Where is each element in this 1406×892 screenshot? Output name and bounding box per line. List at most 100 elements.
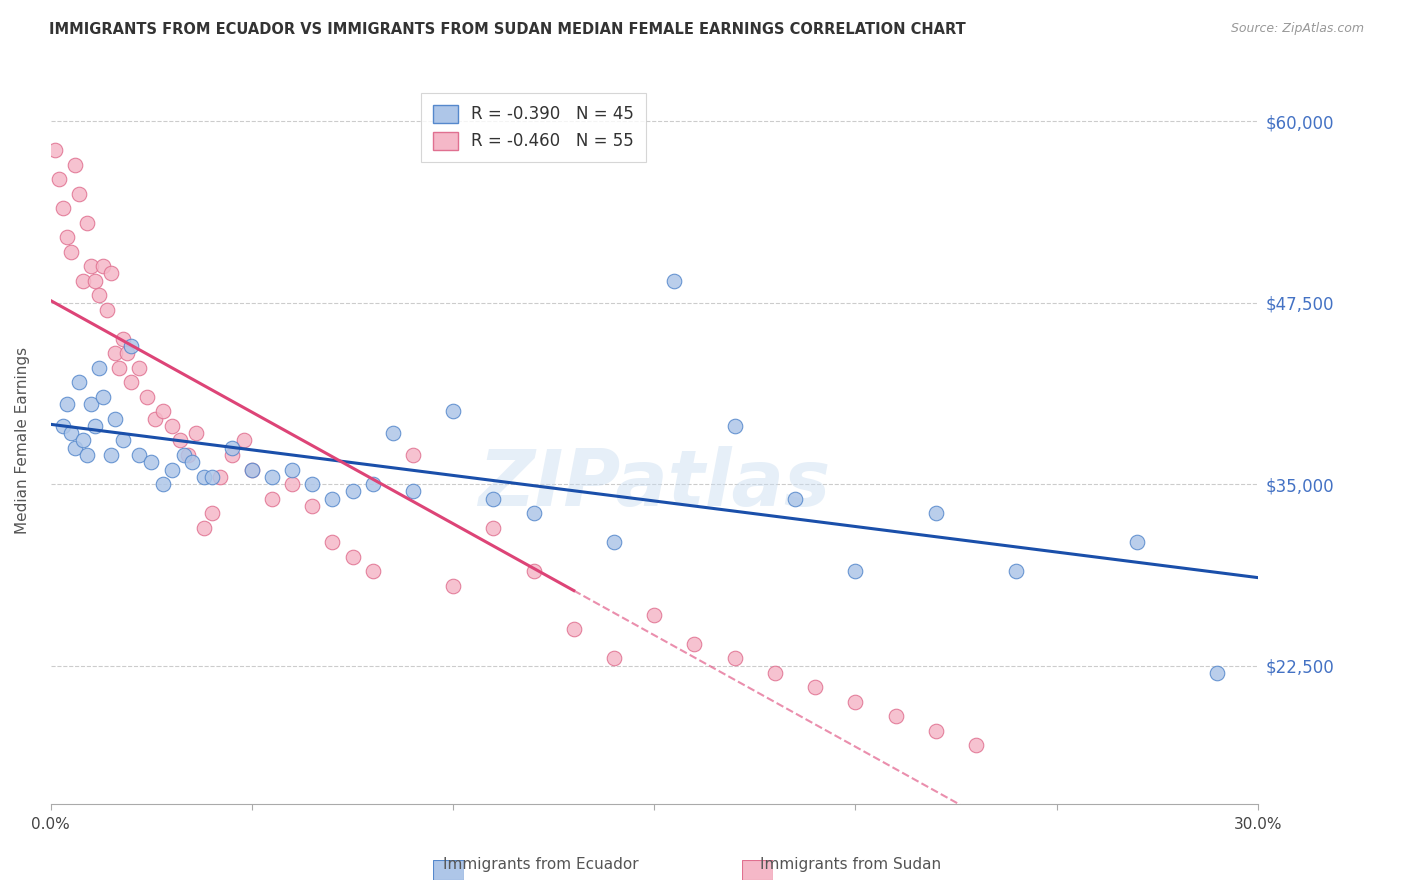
Point <box>117 346 139 360</box>
Point <box>1206 665 1229 680</box>
Point <box>884 709 907 723</box>
Text: Immigrants from Sudan: Immigrants from Sudan <box>761 857 941 872</box>
Point <box>402 484 425 499</box>
Point <box>141 455 163 469</box>
Point <box>176 448 198 462</box>
Point <box>221 441 243 455</box>
Point <box>763 665 786 680</box>
Point <box>965 739 987 753</box>
Point <box>925 723 948 738</box>
Point <box>301 477 323 491</box>
Point <box>522 564 544 578</box>
Point <box>112 332 135 346</box>
Point <box>321 491 343 506</box>
Point <box>44 143 66 157</box>
Point <box>108 360 131 375</box>
Point <box>152 477 174 491</box>
Point <box>160 419 183 434</box>
Text: IMMIGRANTS FROM ECUADOR VS IMMIGRANTS FROM SUDAN MEDIAN FEMALE EARNINGS CORRELAT: IMMIGRANTS FROM ECUADOR VS IMMIGRANTS FR… <box>49 22 966 37</box>
Point <box>724 419 747 434</box>
Point <box>342 484 364 499</box>
Point <box>193 470 215 484</box>
Point <box>72 434 94 448</box>
Point <box>441 404 464 418</box>
Point <box>301 499 323 513</box>
Point <box>193 520 215 534</box>
Point <box>1005 564 1028 578</box>
Point <box>136 390 159 404</box>
Point <box>128 360 150 375</box>
Point <box>63 157 86 171</box>
Point <box>184 426 207 441</box>
Point <box>1126 535 1149 549</box>
Point <box>643 607 665 622</box>
Point <box>262 491 284 506</box>
Point <box>152 404 174 418</box>
Point <box>361 564 384 578</box>
Point <box>844 695 866 709</box>
Point <box>87 360 110 375</box>
Point <box>201 506 224 520</box>
Point <box>84 274 107 288</box>
Point <box>63 441 86 455</box>
Point <box>925 506 948 520</box>
Y-axis label: Median Female Earnings: Median Female Earnings <box>15 347 30 534</box>
Point <box>783 491 806 506</box>
Point <box>104 346 127 360</box>
Point <box>208 470 231 484</box>
Point <box>120 376 142 390</box>
Point <box>48 172 70 186</box>
Point <box>52 419 75 434</box>
Point <box>100 267 122 281</box>
Point <box>562 622 585 636</box>
Point <box>100 448 122 462</box>
Point <box>169 434 191 448</box>
Point <box>522 506 544 520</box>
Point <box>402 448 425 462</box>
Point <box>80 259 103 273</box>
Point <box>232 434 254 448</box>
Text: Immigrants from Ecuador: Immigrants from Ecuador <box>443 857 640 872</box>
Point <box>664 274 686 288</box>
Point <box>72 274 94 288</box>
Point <box>80 397 103 411</box>
Point <box>724 651 747 665</box>
Point <box>160 462 183 476</box>
Point <box>84 419 107 434</box>
Point <box>342 549 364 564</box>
Point <box>104 411 127 425</box>
Point <box>321 535 343 549</box>
Point <box>145 411 167 425</box>
Point <box>128 448 150 462</box>
Legend: R = -0.390   N = 45, R = -0.460   N = 55: R = -0.390 N = 45, R = -0.460 N = 55 <box>422 93 645 162</box>
Point <box>180 455 202 469</box>
Point <box>96 302 118 317</box>
Point <box>281 477 304 491</box>
Point <box>683 637 706 651</box>
Point <box>603 535 626 549</box>
Point <box>262 470 284 484</box>
Point <box>441 579 464 593</box>
Point <box>173 448 195 462</box>
Point <box>112 434 135 448</box>
Point <box>240 462 263 476</box>
Point <box>76 448 98 462</box>
Point <box>91 390 114 404</box>
Point <box>91 259 114 273</box>
Point <box>381 426 404 441</box>
Point <box>59 426 82 441</box>
Point <box>52 201 75 215</box>
Point <box>804 681 827 695</box>
Point <box>201 470 224 484</box>
Point <box>67 376 90 390</box>
Point <box>56 397 79 411</box>
Point <box>482 520 505 534</box>
Point <box>59 244 82 259</box>
Point <box>87 288 110 302</box>
Point <box>240 462 263 476</box>
Point <box>361 477 384 491</box>
Point <box>603 651 626 665</box>
Point <box>281 462 304 476</box>
Point <box>120 339 142 353</box>
Point <box>221 448 243 462</box>
